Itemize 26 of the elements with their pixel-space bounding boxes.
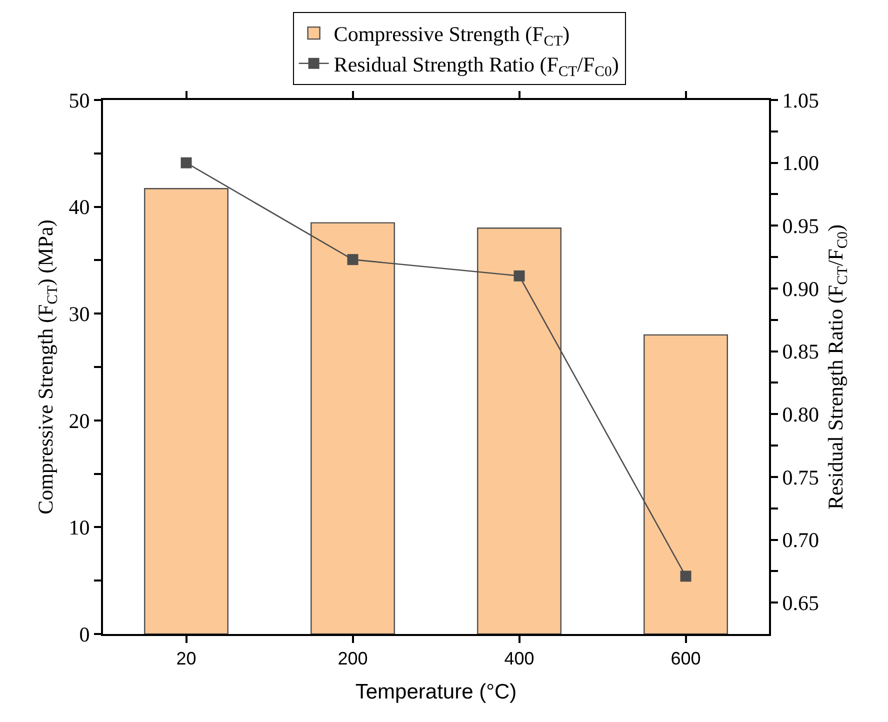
y2-tick-label: 0.95 (782, 214, 819, 238)
y-tick-label: 10 (68, 516, 90, 540)
y-tick-label: 50 (68, 88, 90, 112)
y-tick-label: 20 (68, 408, 90, 433)
y-tick-label: 0 (79, 622, 90, 646)
y2-tick-label: 0.65 (782, 590, 819, 615)
x-tick-label: 200 (338, 648, 368, 669)
y2-tick-label: 0.70 (782, 528, 819, 552)
point (514, 270, 525, 282)
point (347, 254, 358, 266)
y2-tick-label: 0.90 (782, 276, 819, 301)
x-tick-label: 400 (504, 648, 534, 669)
y2-tick-label: 0.80 (782, 402, 819, 426)
y2-tick-label: 1.05 (782, 88, 819, 112)
legend-label: Residual Strength Ratio (F$_{CT}$/F$_{C0}$) (334, 52, 619, 80)
x-axis-title: Temperature (°C) (355, 680, 517, 704)
y-tick-label: 30 (68, 302, 90, 326)
point (680, 570, 692, 582)
y2-tick-label: 1.00 (782, 151, 819, 176)
y2-tick-label: 0.75 (782, 465, 819, 490)
y-tick-label: 40 (68, 195, 90, 220)
point (180, 157, 192, 168)
x-tick-label: 600 (670, 648, 701, 669)
y2-tick-label: 0.85 (782, 340, 819, 364)
legend-label: Compressive Strength (F$_{CT}$) (334, 22, 570, 50)
x-tick-label: 20 (176, 648, 196, 669)
